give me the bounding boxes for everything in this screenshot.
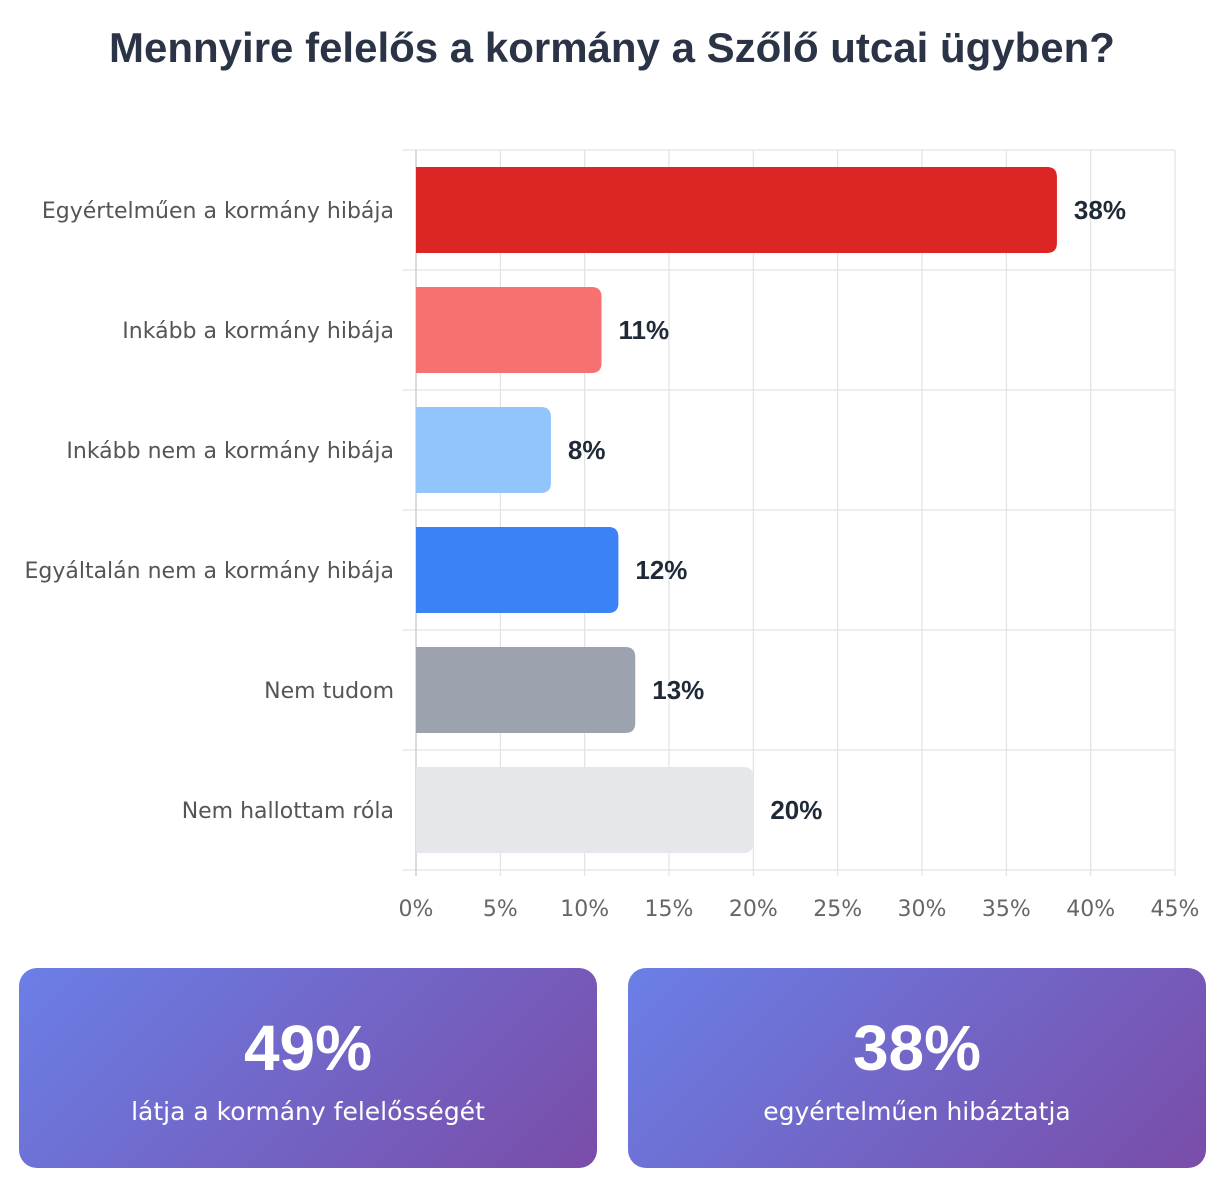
category-label: Nem tudom — [264, 679, 394, 704]
stat-card-responsibility: 49% látja a kormány felelősségét — [19, 968, 597, 1168]
x-tick-label: 30% — [898, 897, 947, 922]
category-label: Nem hallottam róla — [182, 799, 394, 824]
x-tick-label: 15% — [645, 897, 694, 922]
data-label: 38% — [1074, 195, 1126, 225]
bar — [416, 767, 754, 853]
data-label: 12% — [635, 555, 687, 585]
x-tick-label: 35% — [982, 897, 1031, 922]
stat-label: látja a kormány felelősségét — [131, 1097, 485, 1126]
bar — [416, 407, 551, 493]
chart-title: Mennyire felelős a kormány a Szőlő utcai… — [109, 24, 1115, 71]
stat-label: egyértelműen hibáztatja — [763, 1097, 1071, 1126]
data-label: 11% — [619, 315, 670, 345]
stat-value: 49% — [243, 1012, 373, 1084]
bar — [416, 527, 619, 613]
bar-chart: 0% 5% 10% 15% 20% 25% 30% 35% 40% 45% Egyértelműen… — [24, 149, 1200, 922]
bar — [416, 287, 602, 373]
x-tick-label: 10% — [560, 897, 609, 922]
stat-value: 38% — [852, 1012, 982, 1084]
x-tick-label: 0% — [399, 897, 434, 922]
data-label: 8% — [568, 435, 606, 465]
bar — [416, 647, 636, 733]
data-label: 20% — [770, 795, 822, 825]
stat-card-clear-blame: 38% egyértelműen hibáztatja — [628, 968, 1206, 1168]
bar — [416, 167, 1057, 253]
x-tick-label: 5% — [483, 897, 518, 922]
category-label: Egyértelműen a kormány hibája — [42, 199, 394, 224]
data-label: 13% — [652, 675, 704, 705]
x-tick-label: 40% — [1066, 897, 1115, 922]
category-label: Egyáltalán nem a kormány hibája — [24, 559, 394, 584]
category-label: Inkább nem a kormány hibája — [66, 439, 394, 464]
x-tick-label: 25% — [813, 897, 862, 922]
x-tick-label: 20% — [729, 897, 778, 922]
category-label: Inkább a kormány hibája — [122, 319, 394, 344]
x-tick-label: 45% — [1151, 897, 1200, 922]
